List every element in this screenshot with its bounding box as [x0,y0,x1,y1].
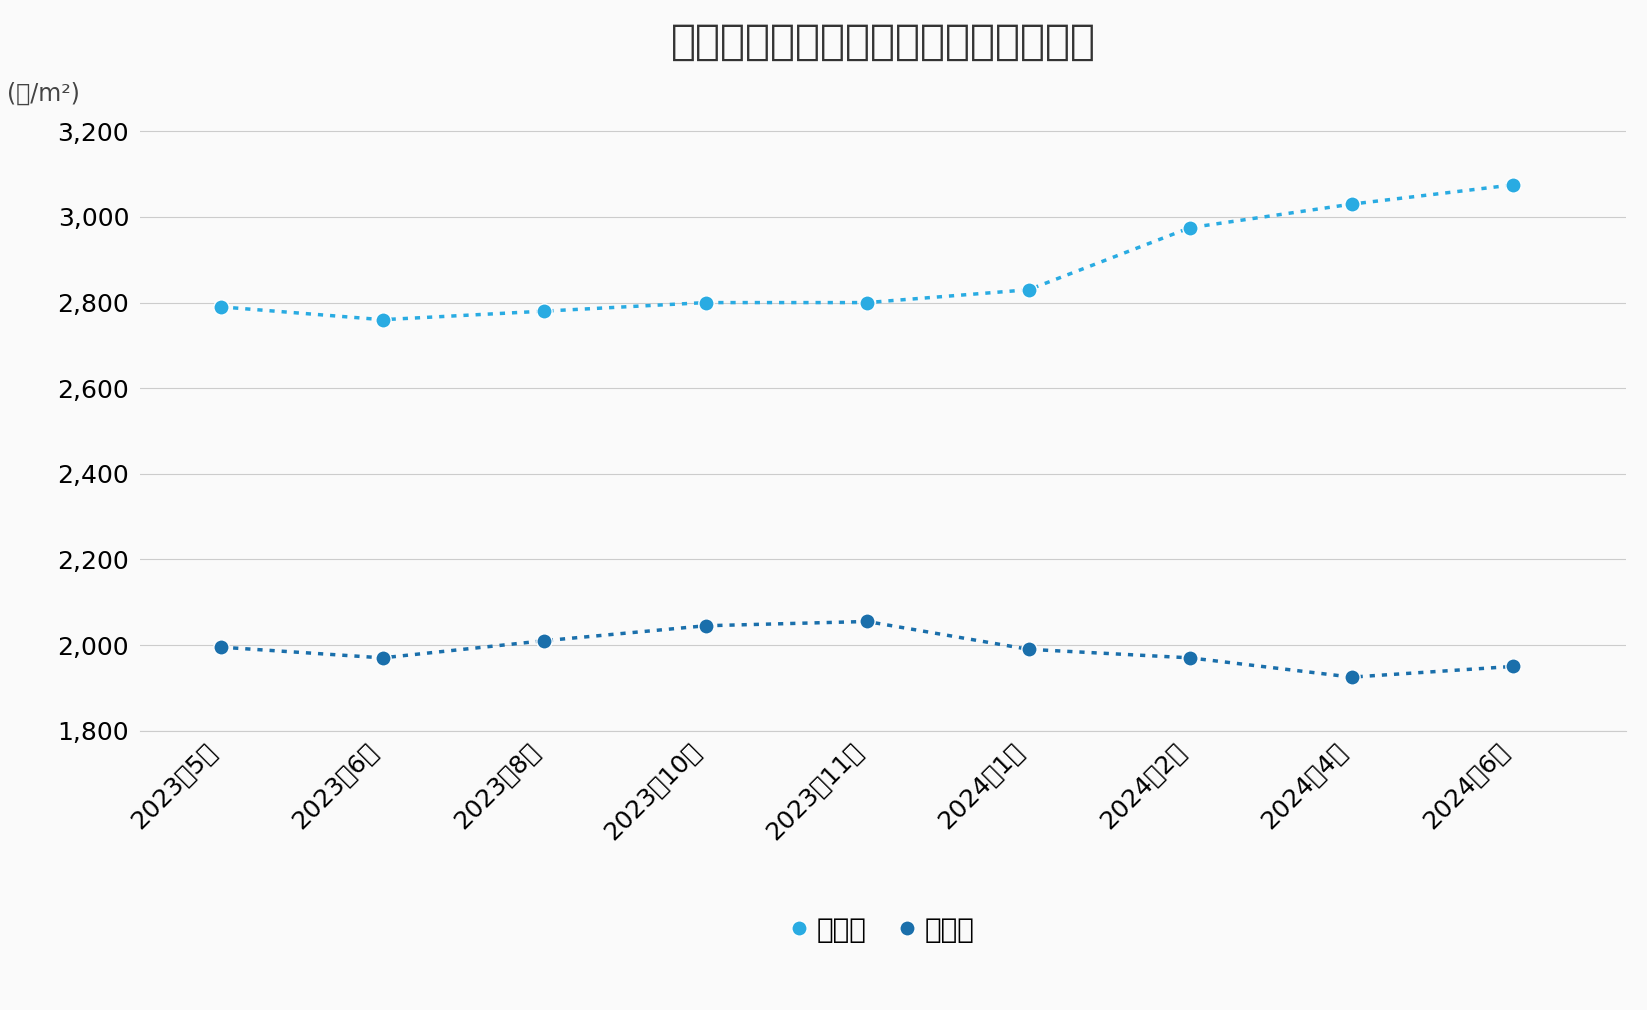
大阪市 [1181,221,1201,233]
神戸市 [534,634,553,646]
大阪市 [1504,179,1523,191]
神戸市 [1181,651,1201,664]
大阪市 [695,297,715,309]
Legend: 大阪市, 神戸市: 大阪市, 神戸市 [781,905,987,955]
大阪市 [1342,198,1362,210]
大阪市 [1019,284,1039,296]
Line: 大阪市: 大阪市 [214,177,1520,327]
大阪市 [372,314,392,326]
神戸市 [1504,661,1523,673]
Y-axis label: (円/m²): (円/m²) [7,82,81,106]
神戸市 [211,641,231,653]
大阪市 [534,305,553,317]
Title: 大阪市と神戸市のマンション家賃推移: 大阪市と神戸市のマンション家賃推移 [670,21,1095,63]
大阪市 [211,301,231,313]
神戸市 [1342,671,1362,683]
神戸市 [1019,643,1039,655]
神戸市 [856,615,876,627]
神戸市 [372,651,392,664]
大阪市 [856,297,876,309]
神戸市 [695,620,715,632]
Line: 神戸市: 神戸市 [214,614,1520,685]
